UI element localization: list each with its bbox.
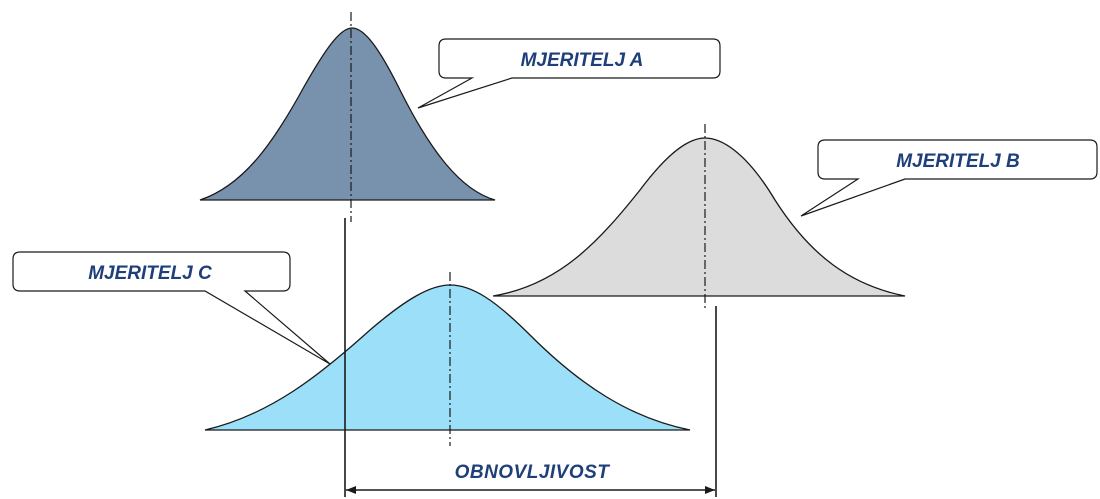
callout-c: MJERITELJ C [12, 251, 331, 365]
callout-b-box [800, 139, 1098, 217]
callout-b-label: MJERITELJ B [896, 151, 1020, 172]
callout-b: MJERITELJ B [800, 139, 1098, 217]
distribution-curve-c [204, 284, 691, 431]
callout-a-label: MJERITELJ A [521, 50, 644, 71]
callout-a-box [417, 38, 721, 109]
callout-c-box [12, 251, 331, 365]
distribution-curve-a [199, 27, 496, 201]
dimension-label: OBNOVLJIVOST [455, 462, 611, 483]
callout-a: MJERITELJ A [417, 38, 721, 109]
callout-c-label: MJERITELJ C [88, 263, 212, 284]
distribution-curve-b [492, 137, 906, 297]
